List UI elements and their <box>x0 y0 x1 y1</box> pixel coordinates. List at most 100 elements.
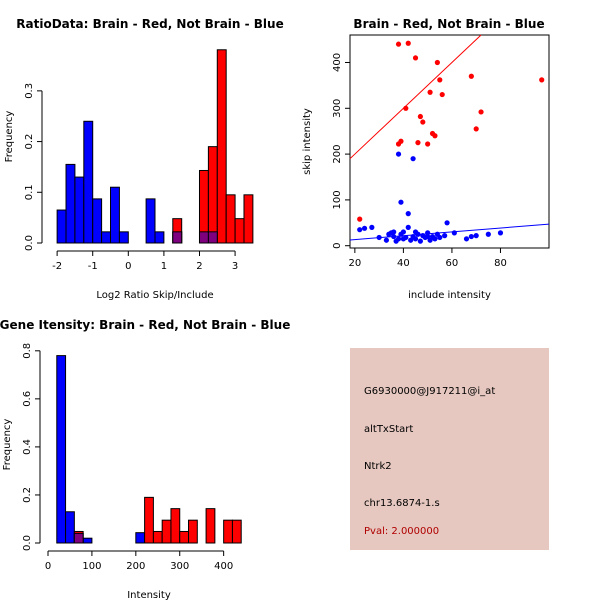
ratio-hist-y-tick-label: 0.3 <box>24 83 35 99</box>
intensity-scatter-point-not-brain <box>463 236 470 242</box>
pval-text: Pval: 2.000000 <box>364 526 440 537</box>
gene-intensity-hist-y-tick-label: 0.4 <box>22 439 33 455</box>
gene-intensity-hist-title: Gene Itensity: Brain - Red, Not Brain - … <box>0 318 290 332</box>
intensity-scatter-point-brain <box>434 59 440 66</box>
intensity-scatter-point-not-brain <box>412 236 419 242</box>
gene-intensity-hist-y-tick-label: 0.2 <box>22 487 33 503</box>
intensity-scatter-point-brain <box>417 113 423 120</box>
ratio-hist-bar-not-brain <box>154 231 165 244</box>
ratio-hist-bar-not-brain <box>101 231 112 244</box>
intensity-scatter-point-not-brain <box>417 238 423 244</box>
gene-intensity-hist-bar-not-brain <box>65 511 75 544</box>
ratio-hist-bar-not-brain <box>83 120 94 244</box>
gene-intensity-hist-bar-brain <box>144 496 154 544</box>
intensity-scatter-title: Brain - Red, Not Brain - Blue <box>353 17 544 31</box>
gene-intensity-hist-bar-brain <box>161 519 172 544</box>
intensity-scatter-point-brain <box>478 109 484 115</box>
ratio-hist-bar-not-brain <box>110 186 120 244</box>
gene-intensity-hist-x-tick-label: 0 <box>45 561 51 572</box>
intensity-scatter-y-label: skip intensity <box>302 108 313 175</box>
ratio-hist-y-tick-label: 0.0 <box>24 235 35 251</box>
probe-id-text: G6930000@J917211@i_at <box>364 386 496 397</box>
intensity-scatter-point-brain <box>473 126 479 132</box>
intensity-scatter-point-brain <box>403 105 409 111</box>
gene-intensity-hist-bar-brain <box>205 508 216 544</box>
intensity-scatter-point-not-brain <box>437 234 443 241</box>
gene-intensity-hist-y-label: Frequency <box>2 419 13 471</box>
intensity-scatter-y-tick-label: 200 <box>332 145 343 164</box>
intensity-scatter-fit-line-not-brain <box>349 223 550 241</box>
ratio-hist-bar-not-brain <box>92 198 103 244</box>
intensity-scatter-point-not-brain <box>432 236 438 242</box>
intensity-scatter-y-tick-label: 100 <box>332 190 343 209</box>
gene-intensity-hist-y-tick-label: 0.6 <box>22 391 33 407</box>
intensity-scatter-x-tick-label: 60 <box>446 258 459 269</box>
ratio-hist-bar-not-brain <box>118 231 129 244</box>
intensity-scatter-x-tick-label: 80 <box>494 258 507 269</box>
ratio-hist-bar-brain <box>234 218 245 244</box>
ratio-hist-title: RatioData: Brain - Red, Not Brain - Blue <box>16 17 283 31</box>
ratio-hist-y-tick-label: 0.1 <box>24 184 35 200</box>
intensity-scatter-y-tick-label: 300 <box>332 99 343 118</box>
gene-intensity-hist-bar-brain <box>223 519 233 544</box>
intensity-scatter-point-brain <box>539 77 545 83</box>
intensity-scatter-point-not-brain <box>442 233 448 239</box>
ratio-hist-bar-not-brain <box>56 209 67 244</box>
intensity-scatter-point-not-brain <box>468 233 474 240</box>
gene-name-text: Ntrk2 <box>364 461 392 472</box>
intensity-scatter-point-not-brain <box>485 231 491 237</box>
intensity-scatter-point-not-brain <box>405 224 411 230</box>
ratio-hist-x-tick-label: 3 <box>232 261 238 272</box>
gene-intensity-hist-bar-not-brain <box>56 355 67 544</box>
gene-intensity-hist-x-label: Intensity <box>127 590 171 600</box>
intensity-scatter-point-brain <box>427 89 433 95</box>
intensity-scatter-point-brain <box>468 73 474 79</box>
intensity-scatter-point-not-brain <box>497 230 504 236</box>
gene-intensity-hist-bar-brain <box>231 519 242 544</box>
intensity-scatter-fit-line-brain <box>349 34 482 160</box>
intensity-scatter-point-brain <box>415 140 421 146</box>
intensity-scatter-point-brain <box>425 141 431 147</box>
intensity-scatter-point-not-brain <box>425 230 431 236</box>
intensity-scatter-point-not-brain <box>398 199 404 205</box>
ratio-hist-x-tick-label: 0 <box>125 261 131 272</box>
intensity-scatter-point-not-brain <box>357 227 363 233</box>
ratio-hist-bar-overlap <box>207 231 218 244</box>
ratio-hist-x-label: Log2 Ratio Skip/Include <box>96 290 213 301</box>
ratio-hist-bar-brain <box>243 194 254 244</box>
location-text: chr13.6874-1.s <box>364 498 440 509</box>
intensity-scatter-point-not-brain <box>412 229 419 235</box>
ratio-hist-x-tick-label: 1 <box>161 261 167 272</box>
intensity-scatter-point-brain <box>395 41 402 47</box>
intensity-scatter-point-brain <box>412 55 419 61</box>
ratio-hist-y-tick-label: 0.2 <box>24 134 35 150</box>
gene-intensity-hist-bar-brain <box>152 530 163 544</box>
ratio-hist-bar-not-brain <box>74 176 85 244</box>
gene-intensity-hist-bar-not-brain <box>82 537 93 544</box>
ratio-hist-bar-brain <box>216 49 227 244</box>
gene-intensity-hist-x-tick-label: 300 <box>170 561 189 572</box>
gene-intensity-hist-bar-brain <box>188 519 198 544</box>
intensity-scatter-point-not-brain <box>444 220 450 226</box>
gene-intensity-hist-y-tick-label: 0.0 <box>22 535 33 551</box>
intensity-scatter-point-not-brain <box>369 224 375 230</box>
intensity-scatter-point-not-brain <box>383 237 390 243</box>
intensity-scatter-point-brain <box>395 141 402 147</box>
intensity-scatter-plot-frame <box>349 34 550 249</box>
intensity-scatter-point-not-brain <box>361 225 368 231</box>
intensity-scatter-point-not-brain <box>395 236 402 242</box>
intensity-scatter-point-not-brain <box>473 233 479 239</box>
intensity-scatter-point-not-brain <box>408 237 414 243</box>
gene-intensity-hist-bar-brain <box>179 530 190 544</box>
gene-intensity-hist-x-tick-label: 400 <box>214 561 233 572</box>
intensity-scatter-point-not-brain <box>410 156 416 162</box>
intensity-scatter-point-not-brain <box>425 233 431 240</box>
gene-intensity-hist-y-tick-label: 0.8 <box>22 343 33 359</box>
ratio-hist-bar-overlap <box>172 231 183 244</box>
ratio-hist-bar-overlap <box>198 231 209 244</box>
intensity-scatter-x-label: include intensity <box>408 290 491 301</box>
ratio-hist-bar-brain <box>207 146 218 244</box>
intensity-scatter-point-brain <box>357 216 363 222</box>
intensity-scatter-point-not-brain <box>386 231 392 237</box>
